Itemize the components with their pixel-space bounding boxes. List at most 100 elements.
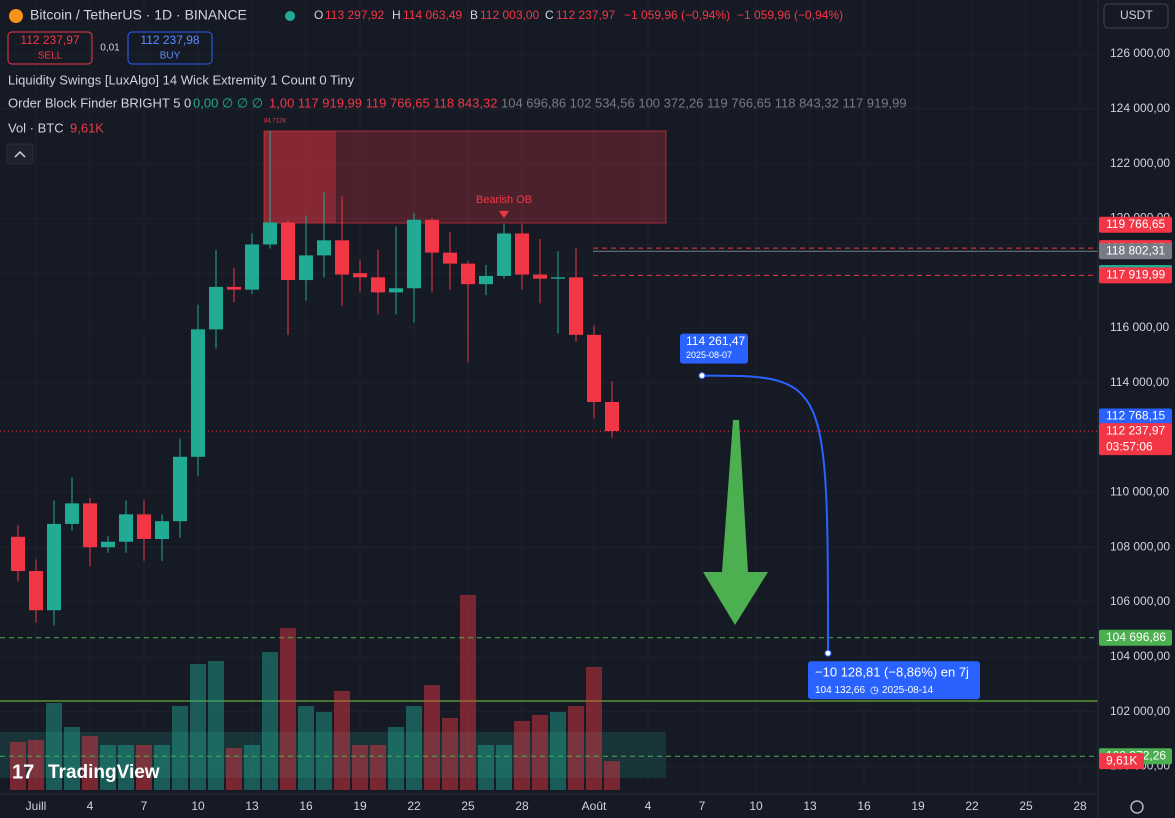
logo[interactable]: TradingView — [48, 762, 160, 783]
clock-icon: ◷ — [870, 685, 879, 696]
volume-bar — [532, 715, 548, 790]
price-tag — [1099, 243, 1172, 260]
candle-body — [515, 233, 529, 275]
candle-body — [173, 456, 187, 522]
logo-mark: 17 — [12, 761, 34, 783]
indicator-value: 0,00 ∅ ∅ ∅ — [193, 95, 263, 110]
price-tag — [1099, 408, 1172, 425]
x-tick-label: 22 — [965, 799, 979, 813]
y-tick-label: 122 000,00 — [1110, 156, 1170, 170]
spread: 0,01 — [100, 43, 120, 54]
collapse-icon — [14, 150, 26, 158]
x-tick-label: 16 — [857, 799, 871, 813]
x-tick-label: 19 — [911, 799, 925, 813]
ohlc-key: O — [314, 8, 323, 22]
y-tick-label: 114 000,00 — [1110, 375, 1169, 389]
x-tick-label: Août — [582, 799, 607, 813]
volume-bar — [208, 661, 224, 790]
volume-bar — [334, 691, 350, 790]
projection-change: −10 128,81 (−8,86%) en 7j — [815, 665, 969, 680]
volume-bar — [568, 706, 584, 790]
candle-body — [155, 521, 169, 539]
price-tag-label: 117 919,99 — [1106, 268, 1165, 282]
price-tag — [1099, 629, 1172, 646]
indicator-name[interactable]: Vol · BTC — [8, 120, 64, 135]
projection-start-box — [680, 333, 748, 364]
candle-body — [533, 274, 547, 279]
volume-bar — [424, 685, 440, 790]
y-tick-label: 126 000,00 — [1110, 46, 1170, 60]
settings-icon[interactable] — [1130, 800, 1144, 814]
candle-body — [479, 275, 493, 285]
volume-bar — [244, 745, 260, 790]
projection-end — [824, 649, 832, 657]
projection-curve — [701, 374, 829, 654]
symbol-icon — [9, 9, 23, 23]
candle-body — [299, 255, 313, 281]
candle-body — [83, 503, 97, 548]
y-tick-label: 116 000,00 — [1110, 320, 1169, 334]
y-tick-label: 108 000,00 — [1110, 539, 1170, 553]
ohlc-value: 112 003,00 — [480, 8, 539, 22]
candle-body — [371, 277, 385, 293]
volume-bar — [82, 736, 98, 790]
x-tick-label: 10 — [191, 799, 205, 813]
volume-bar — [280, 628, 296, 790]
candle-body — [425, 219, 439, 253]
y-tick-label: 102 000,00 — [1110, 704, 1170, 718]
x-tick-label: 13 — [245, 799, 259, 813]
candle-body — [29, 571, 43, 611]
y-tick-label: 110 000,00 — [1110, 485, 1169, 499]
indicator-value: 9,61K — [70, 120, 104, 135]
price-tag — [1099, 423, 1172, 456]
candle-body — [245, 244, 259, 290]
currency-button[interactable] — [1103, 3, 1169, 29]
buy-button[interactable] — [127, 31, 213, 65]
projection-end-date: 2025-08-14 — [882, 685, 934, 696]
projection-end-price: 104 132,66 — [815, 685, 865, 696]
symbol[interactable]: Bitcoin / TetherUS · 1D · BINANCE — [30, 7, 247, 23]
sell-button[interactable] — [7, 31, 93, 65]
volume-bar — [460, 595, 476, 790]
status-dot — [285, 11, 295, 21]
candle-body — [353, 273, 367, 278]
candle-body — [407, 219, 421, 289]
ob-label: Bearish OB — [476, 194, 532, 206]
x-tick-label: 4 — [87, 799, 94, 813]
price-tag-label: 112 237,97 — [1106, 423, 1165, 437]
candle-body — [605, 401, 619, 432]
volume-tag — [1099, 753, 1144, 770]
candle-body — [389, 288, 403, 293]
volume-bar — [190, 664, 206, 790]
liquidity-zone — [0, 731, 666, 778]
volume-bar — [496, 745, 512, 790]
candle-body — [191, 329, 205, 457]
order-block-core — [264, 130, 336, 224]
price-tag-label: 112 768,15 — [1106, 409, 1165, 423]
ohlc-key: C — [545, 8, 554, 22]
volume-bar — [352, 745, 368, 790]
price-tag-label: 118 802,31 — [1106, 243, 1165, 257]
x-tick-label: 13 — [803, 799, 817, 813]
candle-body — [443, 252, 457, 264]
collapse-button[interactable] — [6, 143, 34, 165]
x-tick-label: 25 — [461, 799, 475, 813]
volume-bar — [226, 748, 242, 790]
volume-bar — [586, 667, 602, 790]
y-tick-label: 104 000,00 — [1110, 649, 1170, 663]
candle-body — [281, 222, 295, 281]
volume-bar — [406, 706, 422, 790]
projection-start-date: 2025-08-07 — [686, 350, 732, 360]
plot: 84.712K Bearish OB — [0, 118, 1098, 790]
candle-body — [263, 222, 277, 245]
y-tick-label: 106 000,00 — [1110, 594, 1170, 608]
volume-tag-label: 9,61K — [1106, 753, 1137, 767]
indicator-name[interactable]: Order Block Finder BRIGHT 5 0 — [8, 95, 191, 110]
indicator-name[interactable]: Liquidity Swings [LuxAlgo] 14 Wick Extre… — [8, 72, 355, 87]
sell-price: 112 237,97 — [20, 33, 79, 47]
volume-note: 84.712K — [264, 119, 286, 125]
ohlc-value: 113 297,92 — [325, 8, 384, 22]
candle-body — [587, 334, 601, 402]
indicator-value: 104 696,86 102 534,56 100 372,26 119 766… — [501, 95, 907, 110]
